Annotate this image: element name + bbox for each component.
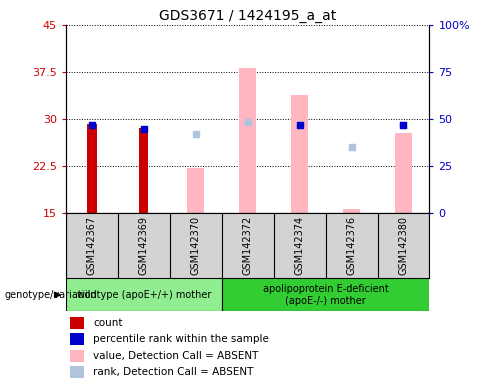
- Bar: [239, 68, 256, 213]
- Point: [296, 122, 304, 128]
- Bar: [291, 95, 308, 213]
- Text: GSM142367: GSM142367: [87, 216, 97, 275]
- Bar: [139, 128, 148, 213]
- Text: genotype/variation: genotype/variation: [5, 290, 98, 300]
- Bar: [70, 350, 84, 362]
- Point: [400, 122, 407, 128]
- Point: [347, 144, 355, 150]
- Text: GSM142370: GSM142370: [191, 216, 201, 275]
- Text: count: count: [93, 318, 123, 328]
- Text: percentile rank within the sample: percentile rank within the sample: [93, 334, 269, 344]
- Text: value, Detection Call = ABSENT: value, Detection Call = ABSENT: [93, 351, 259, 361]
- Point: [244, 119, 252, 125]
- Point: [140, 126, 148, 132]
- Bar: [70, 333, 84, 345]
- Bar: [222, 278, 429, 311]
- Bar: [70, 317, 84, 329]
- Title: GDS3671 / 1424195_a_at: GDS3671 / 1424195_a_at: [159, 8, 336, 23]
- Bar: [70, 366, 84, 378]
- Bar: [87, 124, 97, 213]
- Text: GSM142374: GSM142374: [295, 216, 305, 275]
- Text: wildtype (apoE+/+) mother: wildtype (apoE+/+) mother: [77, 290, 211, 300]
- Text: GSM142369: GSM142369: [139, 216, 149, 275]
- Point: [88, 122, 96, 128]
- Point: [296, 122, 304, 128]
- Text: GSM142376: GSM142376: [346, 216, 357, 275]
- Bar: [66, 278, 222, 311]
- Text: rank, Detection Call = ABSENT: rank, Detection Call = ABSENT: [93, 367, 254, 377]
- Bar: [343, 209, 360, 213]
- Text: apolipoprotein E-deficient
(apoE-/-) mother: apolipoprotein E-deficient (apoE-/-) mot…: [263, 283, 388, 306]
- Text: GSM142380: GSM142380: [399, 216, 408, 275]
- Point: [400, 122, 407, 128]
- Bar: [395, 133, 412, 213]
- Point: [192, 131, 200, 137]
- Text: GSM142372: GSM142372: [243, 216, 253, 275]
- Bar: [187, 168, 204, 213]
